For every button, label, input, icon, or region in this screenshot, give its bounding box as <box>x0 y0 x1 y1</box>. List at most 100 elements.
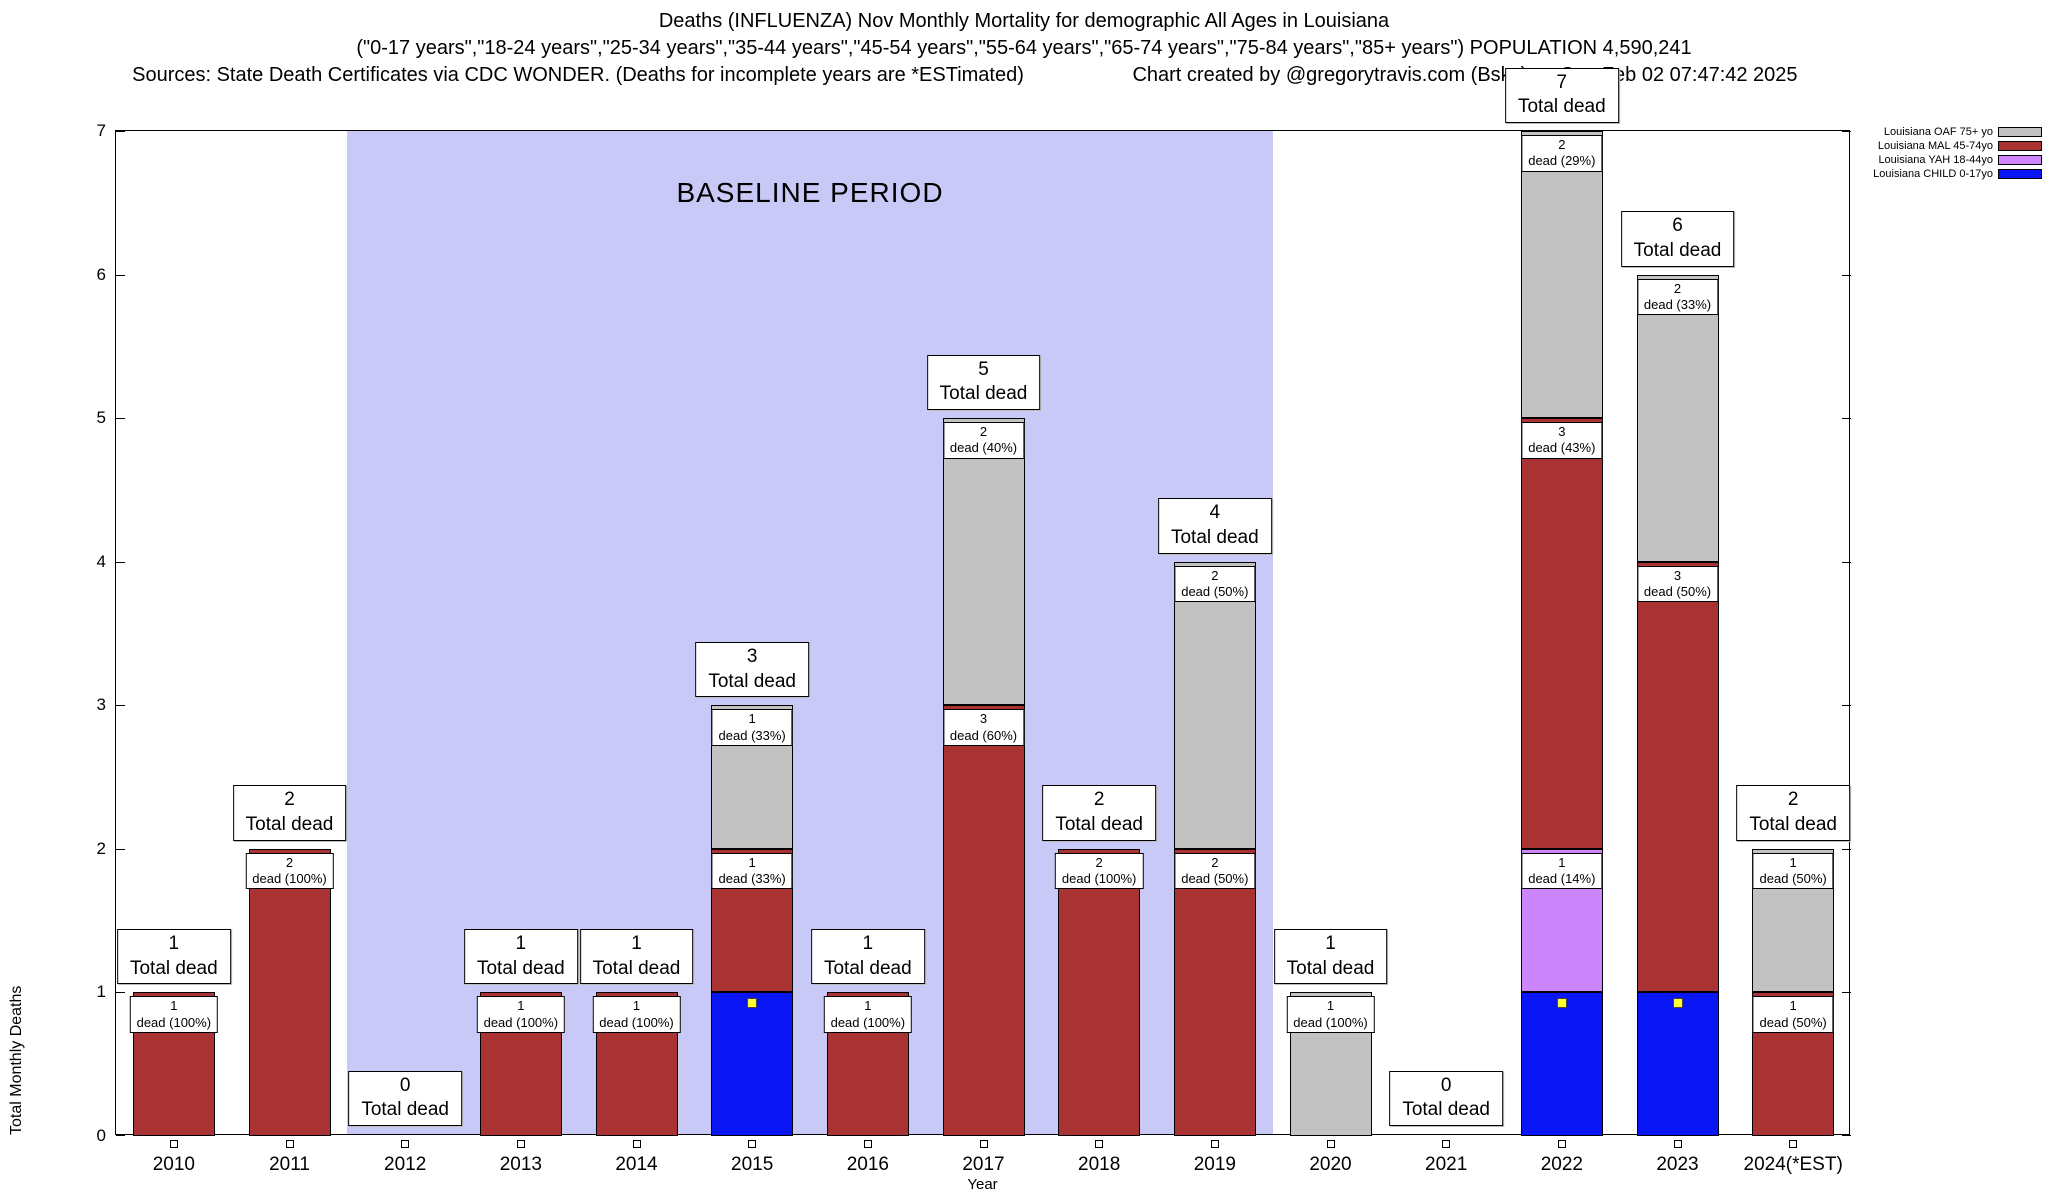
x-tick-marker <box>401 1140 410 1148</box>
segment-count: 1 <box>748 854 756 870</box>
segment-count: 1 <box>748 711 756 727</box>
chart-sources-note: Sources: State Death Certificates via CD… <box>132 64 1024 86</box>
segment-count: 3 <box>979 711 988 727</box>
segment-percent: dead (50%) <box>1643 583 1712 599</box>
segment-count: 2 <box>979 424 988 440</box>
total-dead-label: 2 Total dead <box>1736 785 1850 841</box>
total-text: Total dead <box>592 957 681 979</box>
segment-label: 2 dead (33%) <box>1636 278 1719 316</box>
legend-item: Louisiana YAH 18-44yo <box>1854 154 2042 166</box>
x-tick-marker <box>863 1140 872 1148</box>
segment-label: 1 dead (50%) <box>1752 996 1834 1033</box>
segment-count: 1 <box>864 998 872 1014</box>
y-tick-mark-right <box>1842 131 1851 132</box>
child-death-marker <box>1672 998 1683 1009</box>
total-dead-label: 1 Total dead <box>463 929 578 985</box>
segment-percent: dead (100%) <box>483 1014 559 1030</box>
segment-count: 1 <box>632 998 641 1014</box>
total-count: 1 <box>168 933 180 955</box>
total-count: 3 <box>746 645 758 667</box>
segment-percent: dead (33%) <box>1643 296 1712 312</box>
segment-label: 1 dead (14%) <box>1521 852 1603 890</box>
segment-label: 2 dead (100%) <box>1054 852 1144 890</box>
segment-percent: dead (100%) <box>252 871 327 887</box>
segment-label: 2 dead (40%) <box>942 422 1025 459</box>
segment-count: 1 <box>1789 998 1797 1014</box>
x-tick-marker <box>1557 1140 1566 1148</box>
x-tick-marker <box>169 1140 178 1148</box>
total-dead-label: 1 Total dead <box>116 929 231 985</box>
segment-label: 2 dead (50%) <box>1174 565 1256 603</box>
y-tick-label: 3 <box>96 695 106 715</box>
segment-percent: dead (100%) <box>136 1014 212 1030</box>
bar-segment-CHILD <box>711 992 794 1136</box>
total-count: 1 <box>1325 933 1336 955</box>
segment-count: 1 <box>1789 854 1797 870</box>
x-tick-label: 2010 <box>152 1154 195 1175</box>
total-text: Total dead <box>1055 814 1143 836</box>
total-text: Total dead <box>129 957 218 979</box>
y-tick-mark-right <box>1842 705 1851 707</box>
x-tick-marker <box>1095 1140 1104 1148</box>
x-tick-label: 2013 <box>499 1154 542 1175</box>
x-tick-label: 2015 <box>731 1154 774 1175</box>
total-text: Total dead <box>361 1099 449 1121</box>
segment-count: 1 <box>1326 998 1335 1014</box>
segment-count: 1 <box>170 998 178 1014</box>
x-tick-marker <box>1789 1140 1798 1148</box>
total-dead-label: 0 Total dead <box>1389 1070 1503 1126</box>
y-tick-mark <box>116 1135 125 1136</box>
segment-percent: dead (100%) <box>599 1014 674 1030</box>
segment-label: 3 dead (50%) <box>1636 565 1719 603</box>
legend-swatch-CHILD <box>1998 169 2042 179</box>
segment-count: 2 <box>1211 567 1219 583</box>
bar-segment-OAF <box>1520 131 1603 419</box>
segment-count: 1 <box>1558 854 1566 870</box>
segment-label: 1 dead (100%) <box>823 996 913 1033</box>
legend-label: Louisiana OAF 75+ yo <box>1883 126 1993 138</box>
y-tick-mark-right <box>1842 848 1851 850</box>
segment-count: 2 <box>1673 280 1682 296</box>
total-text: Total dead <box>1633 239 1722 261</box>
total-dead-label: 2 Total dead <box>1042 785 1156 841</box>
total-text: Total dead <box>245 814 334 836</box>
segment-percent: dead (33%) <box>718 871 786 887</box>
total-text: Total dead <box>708 670 796 692</box>
segment-percent: dead (40%) <box>949 440 1018 456</box>
segment-count: 1 <box>517 998 525 1014</box>
total-dead-label: 2 Total dead <box>232 785 347 841</box>
legend-swatch-OAF <box>1998 127 2042 137</box>
x-tick-marker <box>516 1140 525 1148</box>
segment-percent: dead (100%) <box>1061 871 1137 887</box>
segment-label: 1 dead (33%) <box>711 852 793 890</box>
bar-segment-MAL <box>1636 561 1719 993</box>
y-tick-mark <box>116 418 125 420</box>
total-count: 6 <box>1672 215 1683 237</box>
legend-label: Louisiana CHILD 0-17yo <box>1873 168 1993 180</box>
total-dead-label: 6 Total dead <box>1620 211 1735 267</box>
total-count: 0 <box>399 1074 411 1096</box>
x-tick-marker <box>1210 1140 1219 1148</box>
total-dead-label: 1 Total dead <box>810 929 925 985</box>
total-text: Total dead <box>1170 527 1259 549</box>
x-tick-marker <box>1673 1140 1682 1148</box>
total-dead-label: 1 Total dead <box>579 929 694 985</box>
x-tick-label: 2021 <box>1425 1154 1468 1175</box>
legend-swatch-MAL <box>1998 141 2042 151</box>
x-tick-label: 2019 <box>1193 1154 1236 1175</box>
y-tick-mark <box>116 848 125 850</box>
total-count: 1 <box>515 933 527 955</box>
chart-subtitle: ("0-17 years","18-24 years","25-34 years… <box>356 37 1692 59</box>
total-count: 7 <box>1556 71 1568 93</box>
total-dead-label: 1 Total dead <box>1273 929 1388 985</box>
x-tick-label: 2012 <box>384 1154 427 1175</box>
segment-label: 1 dead (50%) <box>1752 852 1834 890</box>
segment-label: 1 dead (100%) <box>592 996 681 1033</box>
y-tick-mark-right <box>1842 1135 1851 1136</box>
legend-item: Louisiana OAF 75+ yo <box>1854 126 2042 138</box>
segment-percent: dead (50%) <box>1181 871 1249 887</box>
total-count: 5 <box>978 358 989 380</box>
y-tick-label: 5 <box>96 408 106 428</box>
total-dead-label: 3 Total dead <box>695 641 809 698</box>
total-text: Total dead <box>939 383 1028 405</box>
